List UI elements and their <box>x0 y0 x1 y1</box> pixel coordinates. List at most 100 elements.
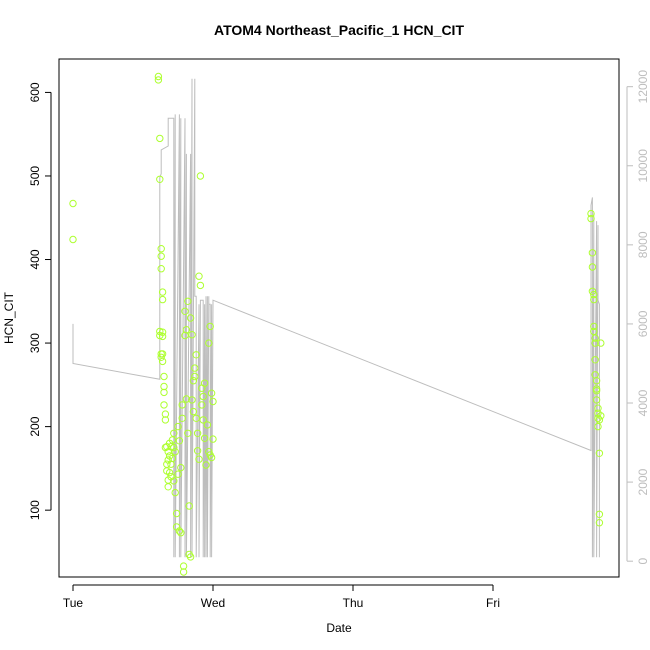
data-point <box>205 448 213 456</box>
y2-tick-label: 0 <box>636 558 650 565</box>
data-point <box>205 339 213 347</box>
data-point <box>168 436 177 444</box>
x-tick-label: Fri <box>486 596 500 610</box>
data-point <box>170 429 178 437</box>
y-axis-label: HCN_CIT <box>2 291 16 344</box>
data-point <box>191 372 199 381</box>
data-point <box>588 263 597 271</box>
data-point <box>191 364 199 372</box>
series-layer <box>69 72 605 576</box>
data-point <box>193 447 202 455</box>
data-point <box>175 437 184 445</box>
data-point <box>69 235 77 244</box>
data-point <box>171 448 179 456</box>
data-point <box>590 295 598 304</box>
data-point <box>209 435 217 443</box>
data-point <box>171 488 179 497</box>
data-point <box>595 416 604 424</box>
data-point <box>161 410 170 418</box>
data-point <box>158 295 167 304</box>
data-point <box>587 214 595 223</box>
chart-title: ATOM4 Northeast_Pacific_1 HCN_CIT <box>214 22 464 38</box>
y2-tick-label: 2000 <box>636 468 650 495</box>
data-point <box>170 477 178 485</box>
data-point <box>181 307 189 315</box>
y-axis-right: 0 2000 4000 6000 8000 10000 12000 <box>626 70 650 565</box>
data-point <box>188 331 196 339</box>
data-point <box>174 470 182 478</box>
y-tick-label: 400 <box>28 249 42 269</box>
y-tick-label: 500 <box>28 166 42 186</box>
data-point <box>192 351 200 359</box>
y2-tick-label: 10000 <box>636 149 650 183</box>
data-point <box>594 422 602 431</box>
x-tick-label: Thu <box>343 596 364 610</box>
data-point <box>591 334 599 342</box>
data-point <box>196 281 205 290</box>
data-point <box>175 527 184 535</box>
data-point <box>192 414 200 422</box>
data-point <box>207 389 216 397</box>
data-point <box>158 288 167 296</box>
data-point <box>189 377 198 385</box>
data-point <box>590 290 598 299</box>
data-point <box>185 502 193 510</box>
data-point <box>195 455 203 463</box>
data-point <box>69 199 77 208</box>
data-point <box>157 252 165 260</box>
data-point <box>158 328 167 336</box>
data-point <box>158 350 167 358</box>
data-point <box>182 326 191 334</box>
data-point <box>595 510 604 518</box>
data-point <box>178 414 186 422</box>
data-point <box>158 357 167 366</box>
data-point <box>156 175 164 184</box>
y2-tick-label: 4000 <box>636 389 650 416</box>
data-point <box>588 249 597 257</box>
data-point <box>198 401 206 409</box>
data-point <box>177 529 185 537</box>
data-point <box>595 519 604 527</box>
data-point <box>202 461 210 469</box>
data-point <box>170 443 178 452</box>
data-point <box>164 483 172 491</box>
x-tick-label: Tue <box>63 596 84 610</box>
data-point <box>165 468 174 477</box>
data-point <box>199 416 207 424</box>
data-point <box>157 245 165 253</box>
y-tick-label: 200 <box>28 416 42 436</box>
data-point <box>174 422 182 431</box>
y2-tick-label: 6000 <box>636 310 650 337</box>
data-point <box>160 372 168 381</box>
data-point <box>156 134 164 143</box>
data-point <box>179 568 188 576</box>
data-point <box>186 314 195 322</box>
data-point <box>597 412 605 420</box>
data-point <box>161 416 170 424</box>
data-point <box>592 387 601 395</box>
data-point <box>592 377 601 385</box>
data-point <box>587 209 595 218</box>
x-tick-label: Wed <box>201 596 225 610</box>
data-point <box>594 404 602 412</box>
data-point <box>590 327 598 336</box>
data-point <box>182 395 191 403</box>
data-point <box>178 401 186 409</box>
y-tick-label: 300 <box>28 333 42 353</box>
x-axis-label: Date <box>326 621 352 635</box>
data-point <box>196 172 205 180</box>
data-point <box>199 392 207 401</box>
data-point <box>158 332 167 341</box>
y-axis-left: 100 200 300 400 500 600 <box>28 82 52 520</box>
plot-frame <box>58 58 620 578</box>
data-point <box>160 401 168 409</box>
data-point <box>184 297 192 305</box>
data-point <box>591 356 599 364</box>
data-point <box>195 272 203 280</box>
data-point <box>184 429 192 437</box>
data-point <box>193 429 202 437</box>
data-point <box>597 339 605 347</box>
data-point <box>154 72 163 81</box>
